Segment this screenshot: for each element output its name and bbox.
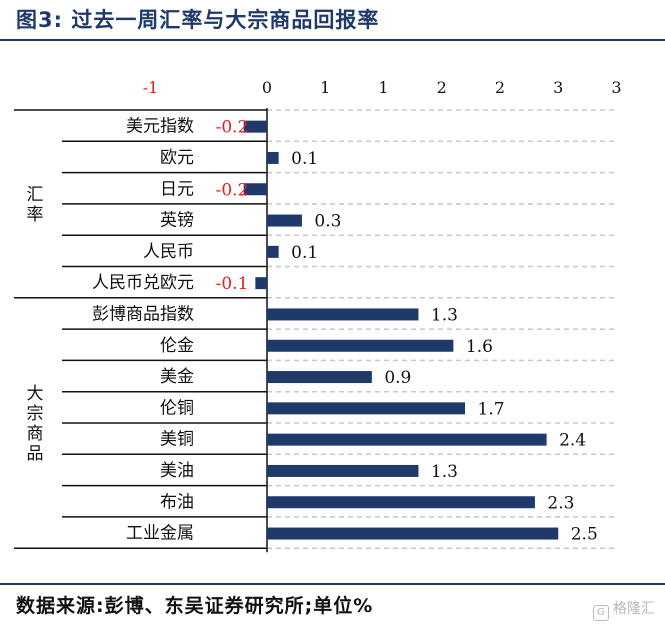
x-tick-label: 2	[437, 78, 447, 97]
bar	[243, 120, 267, 133]
value-label: 1.6	[466, 337, 493, 357]
category-label: 美金	[160, 367, 194, 387]
bar	[267, 496, 535, 509]
value-label: 1.3	[431, 305, 458, 325]
category-label: 美油	[160, 461, 194, 481]
x-tick-label: 0	[262, 78, 272, 97]
source-note: 数据来源:彭博、东吴证券研究所;单位%	[16, 595, 374, 617]
category-label: 彭博商品指数	[92, 304, 194, 324]
chart-title: 图3: 过去一周汇率与大宗商品回报率	[16, 8, 380, 32]
x-tick-label: -1	[143, 78, 159, 97]
bar	[267, 214, 302, 227]
bar	[267, 527, 559, 540]
x-tick-label: 1	[320, 78, 330, 97]
value-label: -0.2	[216, 118, 249, 138]
category-label: 布油	[160, 492, 194, 512]
x-tick-label: 1	[378, 78, 388, 97]
category-label: 欧元	[160, 148, 194, 168]
value-label: 0.3	[314, 212, 341, 232]
value-label: -0.2	[216, 180, 249, 200]
category-label: 伦金	[160, 336, 194, 356]
category-label: 人民币	[143, 242, 194, 262]
group-label-char: 率	[27, 205, 44, 225]
value-label: -0.1	[216, 274, 249, 294]
bar	[267, 371, 372, 384]
bar	[267, 151, 279, 164]
value-label: 0.9	[384, 368, 411, 388]
title-rule	[0, 39, 665, 41]
group-label-char: 汇	[27, 185, 44, 205]
bar	[267, 464, 419, 477]
group-label-char: 大	[27, 384, 44, 404]
group-label-char: 品	[27, 444, 44, 464]
value-label: 0.1	[291, 149, 318, 169]
category-label: 工业金属	[126, 524, 194, 544]
category-label: 日元	[160, 179, 194, 199]
category-label: 美元指数	[126, 117, 194, 137]
bar	[267, 339, 454, 352]
bar	[267, 308, 419, 321]
watermark-logo-icon: G	[593, 605, 609, 621]
bar	[267, 433, 547, 446]
category-label: 美铜	[160, 430, 194, 450]
value-label: 2.5	[571, 525, 598, 545]
category-label: 伦铜	[160, 398, 194, 418]
x-tick-label: 3	[553, 78, 563, 97]
x-tick-label: 3	[611, 78, 621, 97]
category-label: 英镑	[160, 211, 194, 231]
value-label: 2.4	[559, 431, 586, 451]
bar	[267, 245, 279, 258]
bar	[267, 402, 466, 415]
x-tick-label: 2	[495, 78, 505, 97]
value-label: 2.3	[547, 493, 574, 513]
source-rule	[0, 583, 665, 585]
group-label-char: 商	[27, 424, 44, 444]
watermark: G 格隆汇	[593, 598, 655, 621]
value-label: 1.3	[431, 462, 458, 482]
value-label: 0.1	[291, 243, 318, 263]
watermark-text: 格隆汇	[613, 601, 655, 617]
value-label: 1.7	[478, 399, 505, 419]
category-label: 人民币兑欧元	[92, 273, 194, 293]
group-label-char: 宗	[27, 404, 44, 424]
bar	[243, 183, 267, 196]
bar	[255, 277, 267, 290]
